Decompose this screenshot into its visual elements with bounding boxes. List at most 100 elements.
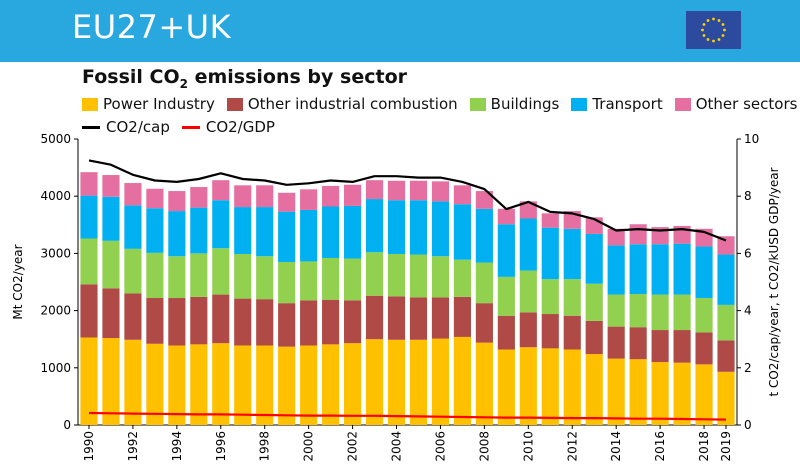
legend-item-co2-cap: CO2/cap [82,118,170,136]
bar-buildings-1994 [168,256,186,299]
bar-transport-2007 [453,204,471,260]
flag-star-icon [721,34,725,37]
bar-buildings-1995 [190,253,208,297]
flag-star-icon [702,34,706,37]
legend-swatch-buildings [469,97,486,111]
y-right-tick-label: 8 [744,189,752,203]
bar-transport-1994 [168,211,186,257]
legend-item-co2-gdp: CO2/GDP [181,118,275,136]
bar-other-sectors-2011 [541,213,559,228]
bar-other-industrial-combustion-1996 [212,294,230,344]
bar-buildings-2008 [475,262,493,304]
bar-power-industry-2007 [453,336,471,425]
x-tick-label: 2012 [565,431,579,462]
bar-buildings-2001 [322,257,340,300]
flag-star-icon [723,28,726,32]
line-co2-gdp [88,411,727,421]
bar-other-industrial-combustion-2006 [431,297,450,339]
bar-other-industrial-combustion-2008 [475,303,493,343]
bar-other-sectors-2007 [453,185,471,205]
bar-other-industrial-combustion-1993 [146,298,164,344]
bar-other-sectors-1997 [234,185,252,208]
bar-transport-2000 [300,209,318,262]
bar-other-industrial-combustion-2018 [695,332,713,365]
bar-buildings-2006 [431,256,450,298]
bar-transport-1997 [234,207,252,254]
bar-power-industry-1990 [80,337,98,425]
x-tick-label: 2016 [653,431,667,462]
bar-other-industrial-combustion-2010 [519,312,537,348]
bar-buildings-2012 [563,279,581,316]
legend-item-buildings: Buildings [469,95,559,113]
bar-buildings-1993 [146,252,164,299]
x-tick-label: 2004 [390,431,404,462]
bar-power-industry-2008 [475,342,493,425]
x-tick-label: 1998 [258,431,272,462]
legend-item-industrial: Other industrial combustion [226,95,458,113]
bar-transport-2016 [651,244,669,295]
bar-power-industry-2002 [344,343,362,425]
bar-power-industry-2005 [409,339,428,425]
y-axis-right-title: t CO2/cap/year, t CO2/kUSD GDP/year [767,167,781,396]
y-left-tick-label: 0 [63,418,71,432]
legend-label-industrial: Other industrial combustion [247,95,458,113]
flag-star-icon [701,28,704,32]
bar-other-sectors-2014 [607,228,625,246]
bar-power-industry-2001 [322,344,340,425]
legend-label-power: Power Industry [103,95,215,113]
bar-other-industrial-combustion-1992 [124,293,142,340]
bar-transport-2001 [322,206,340,258]
legend-label-co2-cap: CO2/cap [106,118,170,136]
bar-other-sectors-1992 [124,183,142,206]
bar-power-industry-2000 [300,345,318,425]
bar-other-sectors-2008 [475,191,493,209]
bar-other-sectors-2004 [387,180,406,201]
bar-other-industrial-combustion-2019 [717,340,735,372]
x-tick-label: 1990 [82,431,96,462]
bar-buildings-2002 [344,258,362,301]
bar-buildings-1992 [124,248,142,294]
y-right-tick-label: 0 [744,418,752,432]
flag-star-icon [706,19,710,22]
bar-transport-2003 [365,199,384,253]
bar-other-industrial-combustion-1990 [80,284,98,338]
bar-buildings-2003 [365,252,384,296]
bar-power-industry-2006 [431,338,450,425]
y-left-tick-label: 1000 [40,361,71,375]
bar-power-industry-2009 [497,349,515,425]
bar-transport-2017 [673,243,691,295]
eu-flag-icon [686,11,741,49]
bar-transport-2008 [475,208,493,263]
x-tick-label: 1992 [126,431,140,462]
y-right-tick-label: 2 [744,361,752,375]
flag-star-icon [712,17,715,21]
bar-other-sectors-2010 [519,201,537,219]
bar-buildings-1998 [256,256,274,300]
legend-swatch-co2-cap [82,125,100,129]
x-tick-label: 2019 [719,431,733,462]
bar-other-industrial-combustion-1999 [278,303,296,347]
bar-buildings-2007 [453,259,471,297]
bar-buildings-2017 [673,294,691,331]
legend-item-other: Other sectors [674,95,798,113]
bar-power-industry-1992 [124,339,142,425]
bar-power-industry-1996 [212,343,230,425]
legend-swatch-other [674,97,691,111]
bar-other-industrial-combustion-1997 [234,298,252,346]
bar-power-industry-1998 [256,345,274,425]
bar-other-industrial-combustion-2009 [497,315,515,350]
bar-other-sectors-1994 [168,191,186,212]
bar-power-industry-2010 [519,347,537,425]
bar-other-industrial-combustion-2007 [453,296,471,337]
bar-other-industrial-combustion-2017 [673,330,691,363]
bar-buildings-2005 [409,254,428,298]
bar-transport-2015 [629,244,647,295]
bar-other-industrial-combustion-2011 [541,314,559,349]
x-tick-label: 2010 [521,431,535,462]
bar-other-industrial-combustion-1991 [102,288,120,339]
legend-label-other: Other sectors [695,95,798,113]
bar-power-industry-2013 [585,354,603,425]
bar-buildings-2014 [607,294,625,327]
bar-other-industrial-combustion-1994 [168,298,186,346]
bar-buildings-1996 [212,248,230,295]
